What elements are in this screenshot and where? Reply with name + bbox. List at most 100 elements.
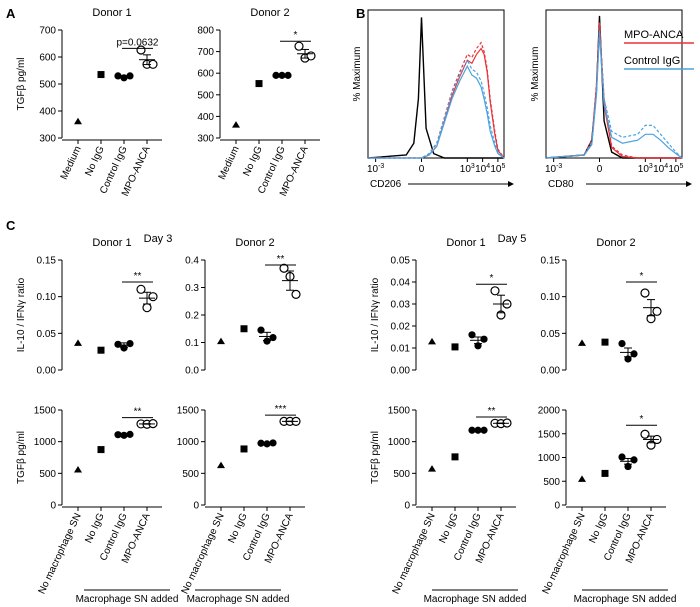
data-point-filled-circle: [272, 71, 280, 79]
y-tick-label: 0.2: [185, 311, 199, 322]
day3-label: Day 3: [144, 233, 173, 245]
significance-label: ***: [275, 404, 287, 415]
significance-label: *: [640, 414, 644, 425]
x-category-label: No macrophage SN: [180, 512, 227, 596]
y-tick-label: 1500: [34, 406, 57, 417]
y-tick-label: 0.3: [185, 283, 199, 294]
y-tick-label: 1000: [34, 437, 57, 448]
y-tick-label: 0.05: [541, 329, 561, 340]
chart-title: Donor 1: [92, 237, 131, 249]
y-tick-label: 1000: [388, 437, 411, 448]
x-category-label: Medium: [217, 145, 242, 182]
y-tick-label: 0.15: [37, 256, 57, 267]
x-category-label: No macrophage SN: [391, 512, 438, 596]
y-tick-label: 0.01: [391, 344, 411, 355]
x-axis-label: CD206: [370, 179, 402, 190]
y-tick-label: 500: [393, 469, 410, 480]
data-point-square: [601, 338, 609, 346]
x-category-label: No IgG: [241, 144, 264, 178]
data-point-triangle: [232, 121, 240, 128]
data-point-open-circle: [294, 41, 304, 51]
data-point-triangle: [217, 337, 225, 345]
data-point-square: [451, 343, 459, 351]
chart-c4: Donor 2 0.00 0.05 0.10 0.15 *: [541, 237, 662, 377]
data-point-open-circle: [279, 263, 289, 273]
data-point-filled-circle: [126, 72, 134, 80]
x-tick-label: 103: [460, 163, 475, 175]
data-point-filled-circle: [468, 331, 476, 339]
data-point-open-circle: [490, 286, 500, 296]
y-tick-label: 700: [39, 26, 56, 37]
significance-label: **: [488, 406, 496, 417]
chart-c2: Donor 2 0.0 0.1 0.2 0.3 0.4 **: [185, 237, 301, 377]
data-point-triangle: [578, 339, 586, 346]
panel-label-c: C: [6, 218, 16, 233]
y-tick-label: 0.10: [37, 292, 57, 303]
y-tick-label: 0.00: [391, 366, 411, 377]
plot-frame: [545, 9, 683, 159]
y-tick-label: 600: [39, 53, 56, 64]
histogram-curve: [545, 21, 682, 159]
data-point-square: [240, 325, 248, 333]
legend-label: MPO-ANCA: [624, 29, 684, 41]
bracket-label-left2: Macrophage SN added: [187, 594, 290, 605]
data-point-triangle: [428, 337, 436, 345]
y-axis-label: % Maximum: [530, 46, 541, 101]
y-tick-label: 400: [39, 107, 56, 118]
y-tick-label: 600: [197, 69, 214, 80]
legend-label: Control IgG: [624, 55, 680, 67]
chart-title: Donor 2: [596, 237, 635, 249]
panel-label-b: B: [356, 6, 365, 21]
x-category-label: No IgG: [587, 511, 610, 545]
x-tick-label: 105: [490, 163, 505, 175]
x-category-label: No IgG: [83, 144, 106, 178]
data-point-open-circle: [640, 429, 650, 439]
data-point-filled-circle: [618, 453, 626, 461]
chart-b1: % Maximum 10-3 0 103 104 105 CD206: [352, 9, 514, 190]
chart-title: Donor 1: [92, 7, 131, 19]
y-tick-label: 0.15: [541, 256, 561, 267]
data-point-square: [601, 469, 609, 477]
y-tick-label: 0.0: [185, 366, 199, 377]
y-tick-label: 1500: [177, 406, 200, 417]
data-point-triangle: [74, 339, 82, 346]
data-point-open-circle: [142, 303, 152, 313]
y-tick-label: 0.03: [391, 300, 411, 311]
y-tick-label: 0.04: [391, 278, 411, 289]
histogram-curve: [368, 64, 505, 159]
y-tick-label: 1500: [388, 406, 411, 417]
macrophage-sn-bracket-left: Macrophage SN added: [76, 589, 179, 605]
y-tick-label: 0.02: [391, 322, 411, 333]
x-tick-label: 103: [638, 163, 653, 175]
histogram-curve: [545, 33, 683, 159]
y-tick-label: 500: [197, 90, 214, 101]
y-tick-label: 700: [197, 47, 214, 58]
y-tick-label: 0.1: [185, 338, 199, 349]
chart-c1: Donor 1 0.00 0.05 0.10 0.15 IL-10 / IFNγ rati…: [16, 237, 158, 377]
data-point-open-circle: [640, 288, 650, 298]
significance-label: **: [134, 271, 142, 282]
x-tick-label: 10-3: [367, 163, 384, 175]
y-tick-label: 0: [50, 501, 56, 512]
plot-frame: [367, 9, 505, 159]
data-point-triangle: [428, 465, 436, 472]
y-tick-label: 0.4: [185, 256, 199, 267]
y-tick-label: 500: [182, 469, 199, 480]
histogram-curve: [368, 58, 505, 159]
x-axis-label: CD80: [548, 179, 574, 190]
chart-c3: Donor 1 0.00 0.01 0.02 0.03 0.04 0.05 IL-10 / I…: [370, 237, 512, 377]
y-axis-label: IL-10 / IFNγ ratio: [370, 277, 381, 352]
data-point-filled-circle: [257, 326, 265, 334]
data-point-open-circle: [306, 51, 316, 61]
bracket-label-right: Macrophage SN added: [424, 594, 527, 605]
data-point-filled-circle: [269, 333, 277, 342]
x-tick-label: 0: [597, 164, 603, 175]
data-point-square: [451, 453, 459, 461]
data-point-square: [255, 80, 263, 88]
data-point-triangle: [74, 117, 82, 125]
bracket-label-left: Macrophage SN added: [76, 594, 179, 605]
x-category-label: No macrophage SN: [37, 512, 84, 596]
data-point-filled-circle: [263, 337, 271, 345]
x-tick-label: 10-3: [545, 163, 562, 175]
